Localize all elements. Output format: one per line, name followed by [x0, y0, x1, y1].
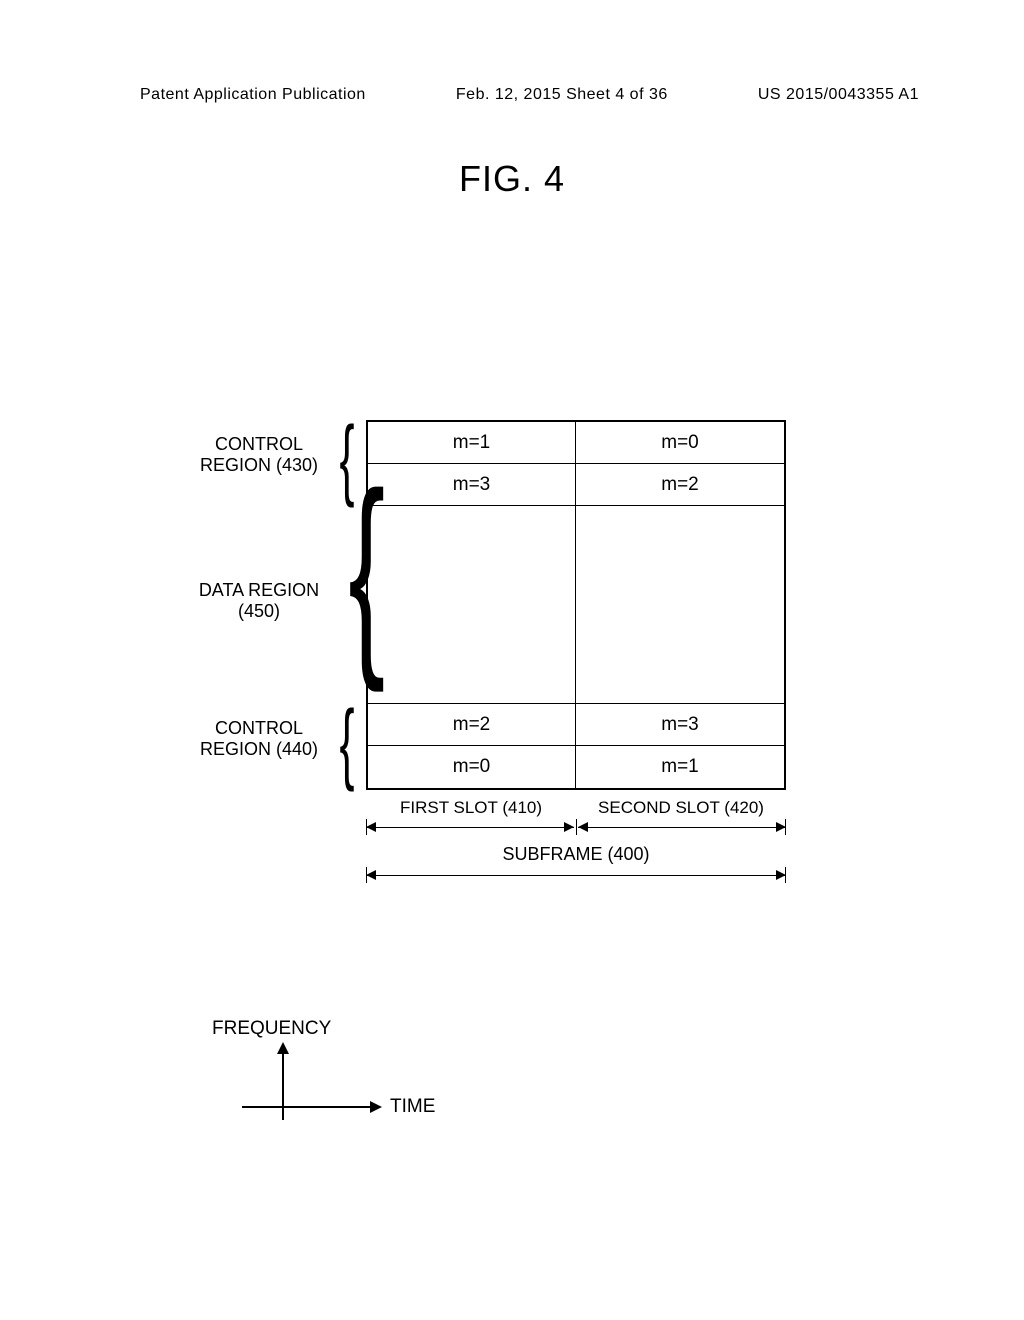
header-right: US 2015/0043355 A1	[758, 86, 919, 104]
control-region-bottom-label: CONTROL REGION (440)	[180, 718, 338, 760]
frequency-axis-label: FREQUENCY	[212, 1018, 331, 1040]
header-left: Patent Application Publication	[140, 86, 366, 104]
table-row: m=1 m=0	[368, 422, 784, 464]
brace-icon: {	[340, 698, 355, 788]
label-line: DATA REGION	[180, 580, 338, 601]
table-row	[368, 506, 784, 704]
cell	[368, 506, 576, 703]
axes-legend: FREQUENCY TIME	[222, 1010, 422, 1140]
cell: m=0	[576, 422, 784, 463]
cell	[576, 506, 784, 703]
patent-header: Patent Application Publication Feb. 12, …	[0, 86, 1024, 104]
data-region-label: DATA REGION (450)	[180, 580, 338, 622]
label-line: (450)	[180, 601, 338, 622]
arrow-line	[366, 827, 574, 828]
header-center: Feb. 12, 2015 Sheet 4 of 36	[456, 86, 668, 104]
cell: m=2	[576, 464, 784, 505]
arrow-up-icon	[277, 1042, 289, 1054]
cell: m=1	[368, 422, 576, 463]
arrow-stop	[576, 819, 577, 835]
label-line: CONTROL	[180, 434, 338, 455]
label-line: CONTROL	[180, 718, 338, 739]
cell: m=3	[576, 704, 784, 745]
cell: m=2	[368, 704, 576, 745]
resource-grid: m=1 m=0 m=3 m=2 m=2 m=3 m=0 m=1	[366, 420, 786, 790]
arrow-stop	[366, 819, 367, 835]
arrow-head-icon	[366, 822, 376, 832]
table-row: m=2 m=3	[368, 704, 784, 746]
arrow-head-icon	[366, 870, 376, 880]
slot-arrows	[366, 822, 786, 838]
slot-labels: FIRST SLOT (410) SECOND SLOT (420)	[366, 798, 786, 818]
arrow-right-icon	[370, 1101, 382, 1113]
table-row: m=0 m=1	[368, 746, 784, 788]
arrow-line	[578, 827, 786, 828]
subframe-arrow	[366, 870, 786, 886]
axis-vertical	[282, 1050, 284, 1120]
arrow-stop	[366, 867, 367, 883]
first-slot-label: FIRST SLOT (410)	[366, 798, 576, 818]
figure-title: FIG. 4	[0, 158, 1024, 200]
arrow-head-icon	[578, 822, 588, 832]
control-region-top-label: CONTROL REGION (430)	[180, 434, 338, 476]
label-line: REGION (430)	[180, 455, 338, 476]
region-labels: CONTROL REGION (430) DATA REGION (450) C…	[180, 420, 338, 830]
time-axis-label: TIME	[390, 1096, 435, 1118]
arrow-stop	[785, 819, 786, 835]
table-row: m=3 m=2	[368, 464, 784, 506]
cell: m=1	[576, 746, 784, 788]
label-line: REGION (440)	[180, 739, 338, 760]
arrow-stop	[785, 867, 786, 883]
subframe-label: SUBFRAME (400)	[366, 844, 786, 865]
axis-horizontal	[242, 1106, 372, 1108]
cell: m=3	[368, 464, 576, 505]
second-slot-label: SECOND SLOT (420)	[576, 798, 786, 818]
arrow-head-icon	[564, 822, 574, 832]
cell: m=0	[368, 746, 576, 788]
arrow-line	[366, 875, 786, 876]
